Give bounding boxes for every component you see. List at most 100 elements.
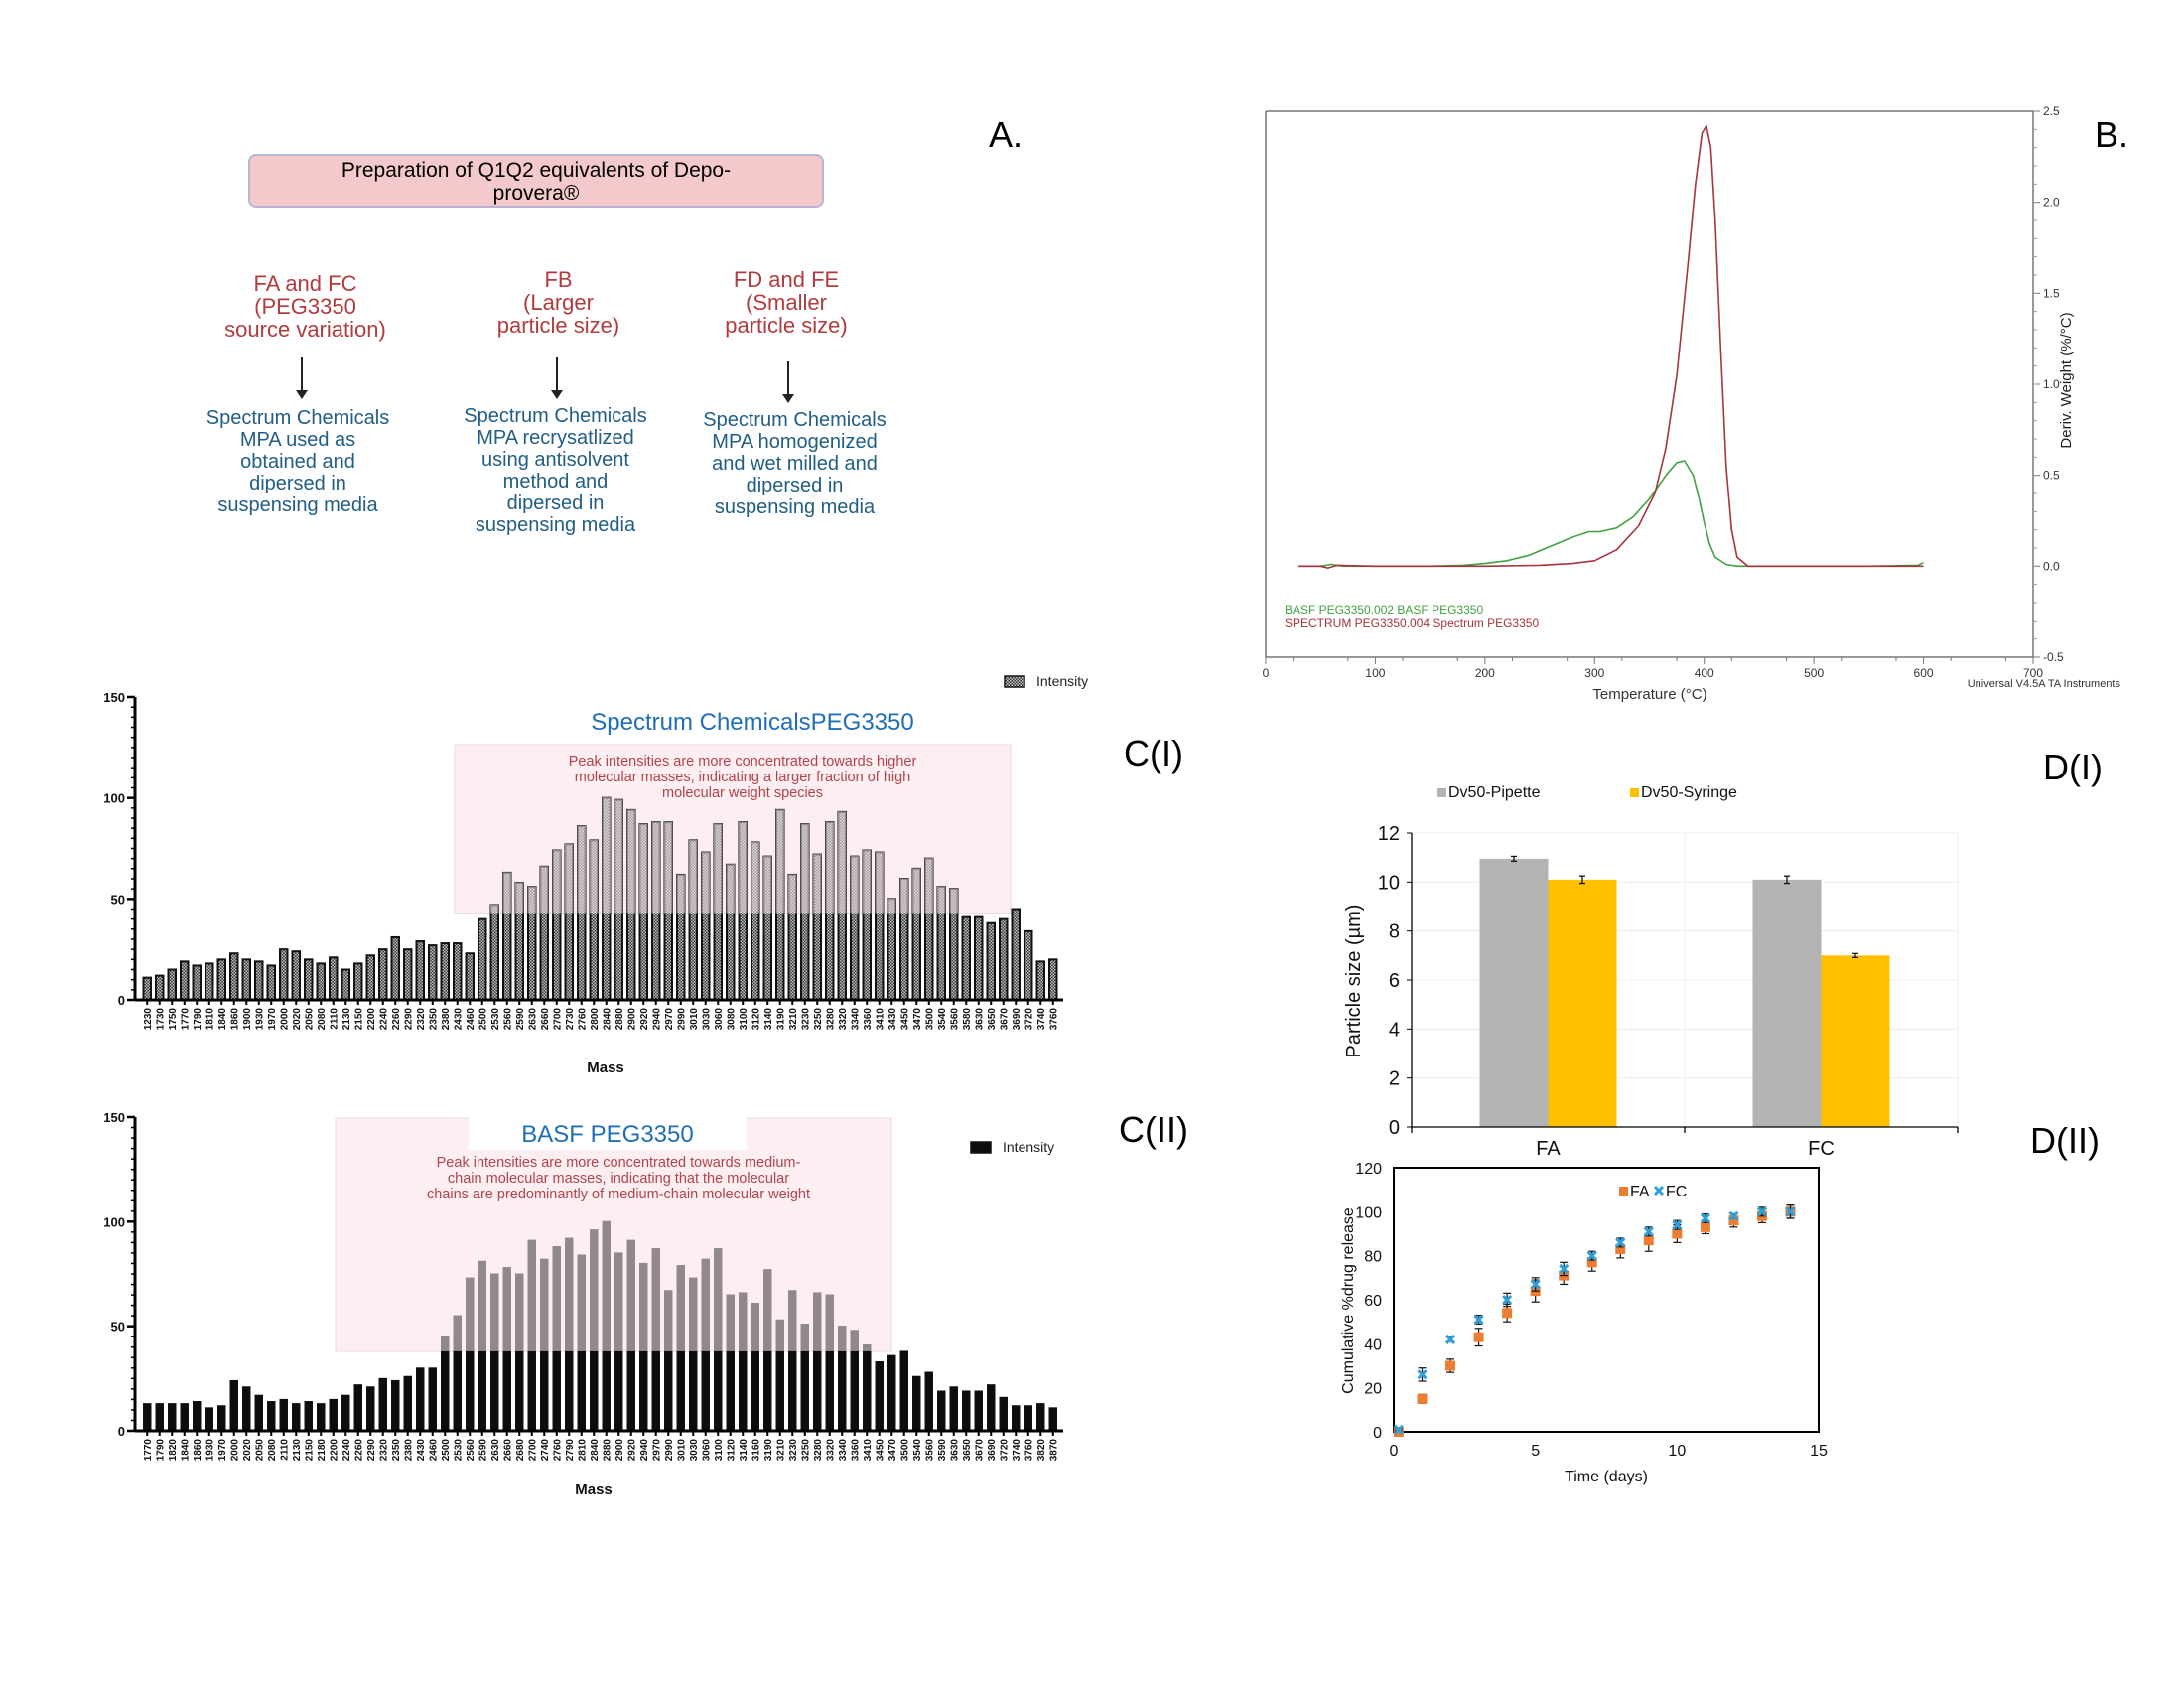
branch-heading-line: particle size) <box>496 313 620 338</box>
chart-c2-bar-overlay <box>850 1330 859 1351</box>
chart-c2-x-tick-label: 2900 <box>614 1439 625 1462</box>
chart-c1-x-tick-label: 2130 <box>341 1008 352 1031</box>
chart-c2-bar-overlay <box>565 1237 574 1351</box>
chart-c2-title: BASF PEG3350 <box>521 1121 693 1148</box>
chart-c1-bar <box>453 942 463 1002</box>
chart-c2-bar-overlay <box>478 1260 486 1351</box>
chart-d1-x-tick-label: FC <box>1808 1138 1835 1160</box>
chart-c1-x-tick-label: 1810 <box>205 1008 215 1031</box>
chart-d2-x-tick-label: 0 <box>1390 1443 1399 1460</box>
chart-d2-point-fc <box>1672 1219 1683 1230</box>
chart-c1-bar-overlay <box>614 799 623 914</box>
chart-c1-x-tick-label: 3100 <box>739 1008 750 1031</box>
chart-c1-title: Spectrum ChemicalsPEG3350 <box>591 709 913 736</box>
chart-c1-bar-overlay <box>751 841 759 914</box>
chart-d1-x-tick-label: FA <box>1536 1138 1561 1160</box>
chart-d2-frame <box>1393 1167 1820 1433</box>
chart-c2-x-tick-label: 2810 <box>577 1439 588 1462</box>
chart-d2-point-fa <box>1393 1427 1404 1437</box>
chart-c1-x-tick-label: 2050 <box>304 1008 315 1031</box>
chart-c2-bar <box>887 1354 896 1432</box>
chart-d1-y-tick-label: 6 <box>1389 970 1400 992</box>
chart-c2-bar <box>974 1390 983 1432</box>
chart-c1-bar-overlay <box>701 852 710 914</box>
chart-c2-bar <box>1012 1405 1021 1432</box>
chart-c2-bar-overlay <box>502 1267 511 1351</box>
chart-c2-x-tick-label: 2290 <box>366 1439 377 1462</box>
branch-heading-line: (Smaller <box>746 290 827 315</box>
chart-c1-x-tick-label: 3450 <box>899 1008 910 1031</box>
chart-c2-x-tick-label: 3590 <box>937 1439 948 1462</box>
chart-c1-bar-overlay <box>577 825 586 914</box>
branch-description-fa-fc: Spectrum Chemicals MPA used as obtained … <box>179 407 417 516</box>
chart-c2-x-tick-label: 3010 <box>676 1439 687 1462</box>
chart-c2-x-tick-label: 2350 <box>391 1439 402 1462</box>
chart-c2-x-tick-label: 2740 <box>540 1439 551 1462</box>
chart-b-series-basf <box>1298 460 1924 568</box>
chart-c2-annotation-line: chains are predominantly of medium-chain… <box>427 1187 810 1202</box>
chart-c1-x-tick-label: 2290 <box>403 1008 414 1031</box>
chart-c1-x-tick-label: 1730 <box>155 1008 166 1031</box>
chart-c1-x-tick-label: 3080 <box>726 1008 737 1031</box>
chart-c1-bar <box>205 962 214 1001</box>
chart-d2-point-fc <box>1445 1334 1456 1344</box>
chart-c2-bar <box>937 1390 946 1432</box>
chart-c1-x-tick-label: 2940 <box>651 1008 662 1031</box>
chart-d2-point-fa <box>1700 1221 1710 1232</box>
chart-c2-bar-overlay <box>441 1336 450 1351</box>
chart-d2-point-fc <box>1559 1263 1570 1275</box>
chart-c1-x-tick-label: 2660 <box>540 1008 551 1031</box>
chart-c1-bar <box>279 948 289 1001</box>
chart-c2-x-tick-label: 2790 <box>565 1439 576 1462</box>
branch-heading-line: particle size) <box>725 313 848 338</box>
chart-c2-x-tick-label: 1970 <box>217 1439 228 1462</box>
chart-c1-x-tick-label: 2110 <box>329 1008 340 1030</box>
chart-c2-x-tick-label: 3450 <box>875 1439 886 1462</box>
chart-d1-y-tick-label: 2 <box>1389 1068 1400 1090</box>
branch-description-line: Spectrum Chemicals <box>464 405 647 427</box>
chart-c1-x-tick-label: 3360 <box>863 1008 874 1031</box>
branch-description-fb: Spectrum Chemicals MPA recrysatlized usi… <box>434 405 677 536</box>
chart-c2-bar-overlay <box>825 1294 834 1351</box>
chart-c1-x-tick-label: 3760 <box>1048 1008 1059 1031</box>
chart-c1-x-tick-label: 1790 <box>193 1008 204 1031</box>
branch-heading-line: FA and FC <box>253 271 357 296</box>
chart-c1-bar <box>142 976 152 1001</box>
chart-b-y-tick-label: 0.5 <box>2043 469 2060 483</box>
chart-c2-x-tick-label: 2180 <box>317 1439 328 1462</box>
chart-c1-x-tick-label: 2500 <box>478 1008 488 1031</box>
chart-c1-x-tick-label: 3280 <box>825 1008 836 1031</box>
chart-c2-bar <box>416 1367 425 1432</box>
chart-d1-y-tick-label: 0 <box>1389 1117 1400 1139</box>
chart-c2-bar <box>168 1403 177 1432</box>
chart-c2-bar <box>242 1386 251 1432</box>
chart-c1-bar <box>241 958 251 1002</box>
chart-c2-x-tick-label: 3100 <box>714 1439 725 1462</box>
chart-c2-x-tick-label: 2530 <box>453 1439 464 1462</box>
chart-c1-x-tick-label: 3560 <box>949 1008 960 1031</box>
chart-d2-point-fa <box>1445 1360 1456 1371</box>
chart-c1-bar-overlay <box>788 874 797 914</box>
panel-label-b: B. <box>2095 114 2129 155</box>
chart-c1-x-tick-label: 2020 <box>292 1008 303 1031</box>
chart-d2-x-tick-label: 15 <box>1810 1443 1828 1460</box>
chart-c1-bar <box>1048 958 1058 1002</box>
panel-label-c2: C(II) <box>1119 1109 1188 1150</box>
chart-c2-x-tick-label: 2940 <box>639 1439 650 1462</box>
chart-d2-point-fc <box>1502 1294 1513 1306</box>
chart-c1-bar-overlay <box>502 872 511 914</box>
chart-c2-bar-overlay <box>664 1290 673 1351</box>
chart-c1-bar-overlay <box>739 821 748 914</box>
chart-d2-point-fa <box>1586 1257 1597 1268</box>
branch-description-line: obtained and <box>240 451 355 473</box>
chart-c1-x-tick-label: 2560 <box>502 1008 513 1031</box>
chart-c1-legend-label: Intensity <box>1036 673 1088 689</box>
chart-c2-bar <box>1048 1407 1057 1432</box>
chart-c2-bar-overlay <box>515 1273 524 1351</box>
chart-c2-x-tick-label: 3030 <box>689 1439 700 1462</box>
chart-c1-bar-overlay <box>726 864 735 914</box>
chart-c2-bar <box>987 1384 996 1432</box>
chart-c2-x-tick-label: 2680 <box>515 1439 526 1462</box>
chart-b-x-tick-label: 300 <box>1584 666 1604 680</box>
chart-d1-legend-label: Dv50-Pipette <box>1448 784 1541 801</box>
